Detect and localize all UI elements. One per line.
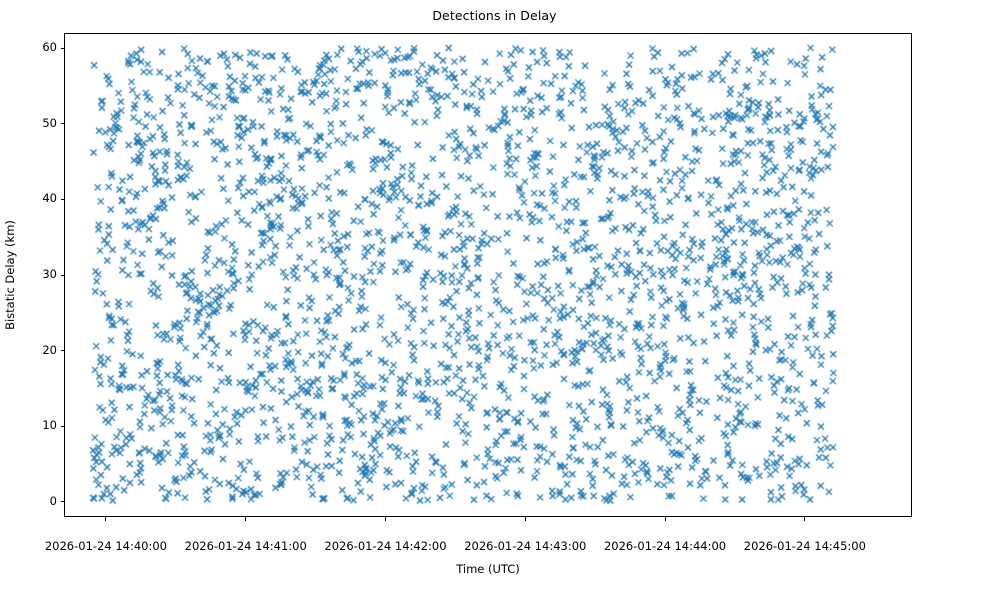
- x-tick-label: 2026-01-24 14:44:00: [603, 539, 727, 553]
- y-tick-label: 0: [49, 493, 57, 508]
- y-tick-mark: [60, 350, 64, 352]
- x-tick-mark: [524, 517, 526, 521]
- y-tick-label: 60: [42, 40, 57, 55]
- x-axis-label: Time (UTC): [456, 562, 520, 576]
- y-tick-label: 50: [42, 115, 57, 130]
- y-tick-mark: [60, 47, 64, 49]
- y-tick-label: 10: [42, 418, 57, 433]
- y-tick-label: 30: [42, 267, 57, 281]
- y-tick-mark: [60, 198, 64, 200]
- y-tick-mark: [60, 425, 64, 427]
- y-tick-label: 40: [42, 191, 57, 206]
- scatter-points-layer: [65, 34, 913, 518]
- x-tick-mark: [245, 517, 247, 521]
- x-tick-mark: [804, 517, 806, 521]
- x-tick-mark: [105, 517, 107, 521]
- x-tick-mark: [384, 517, 386, 521]
- x-tick-label: 2026-01-24 14:41:00: [184, 539, 307, 553]
- y-axis-label: Bistatic Delay (km): [0, 33, 20, 517]
- x-tick-mark: [664, 517, 666, 521]
- y-tick-label: 20: [42, 342, 57, 357]
- y-tick-mark: [60, 123, 64, 125]
- x-tick-label: 2026-01-24 14:45:00: [743, 539, 866, 553]
- y-tick-mark: [60, 274, 64, 276]
- x-tick-label: 2026-01-24 14:42:00: [324, 539, 447, 553]
- page-title: Detections in Delay: [432, 8, 557, 23]
- x-tick-label: 2026-01-24 14:43:00: [464, 539, 587, 553]
- y-tick-mark: [60, 501, 64, 503]
- x-tick-label: 2026-01-24 14:40:00: [44, 539, 167, 553]
- y-axis-label-text: Bistatic Delay (km): [3, 220, 17, 330]
- plot-area: [64, 33, 913, 518]
